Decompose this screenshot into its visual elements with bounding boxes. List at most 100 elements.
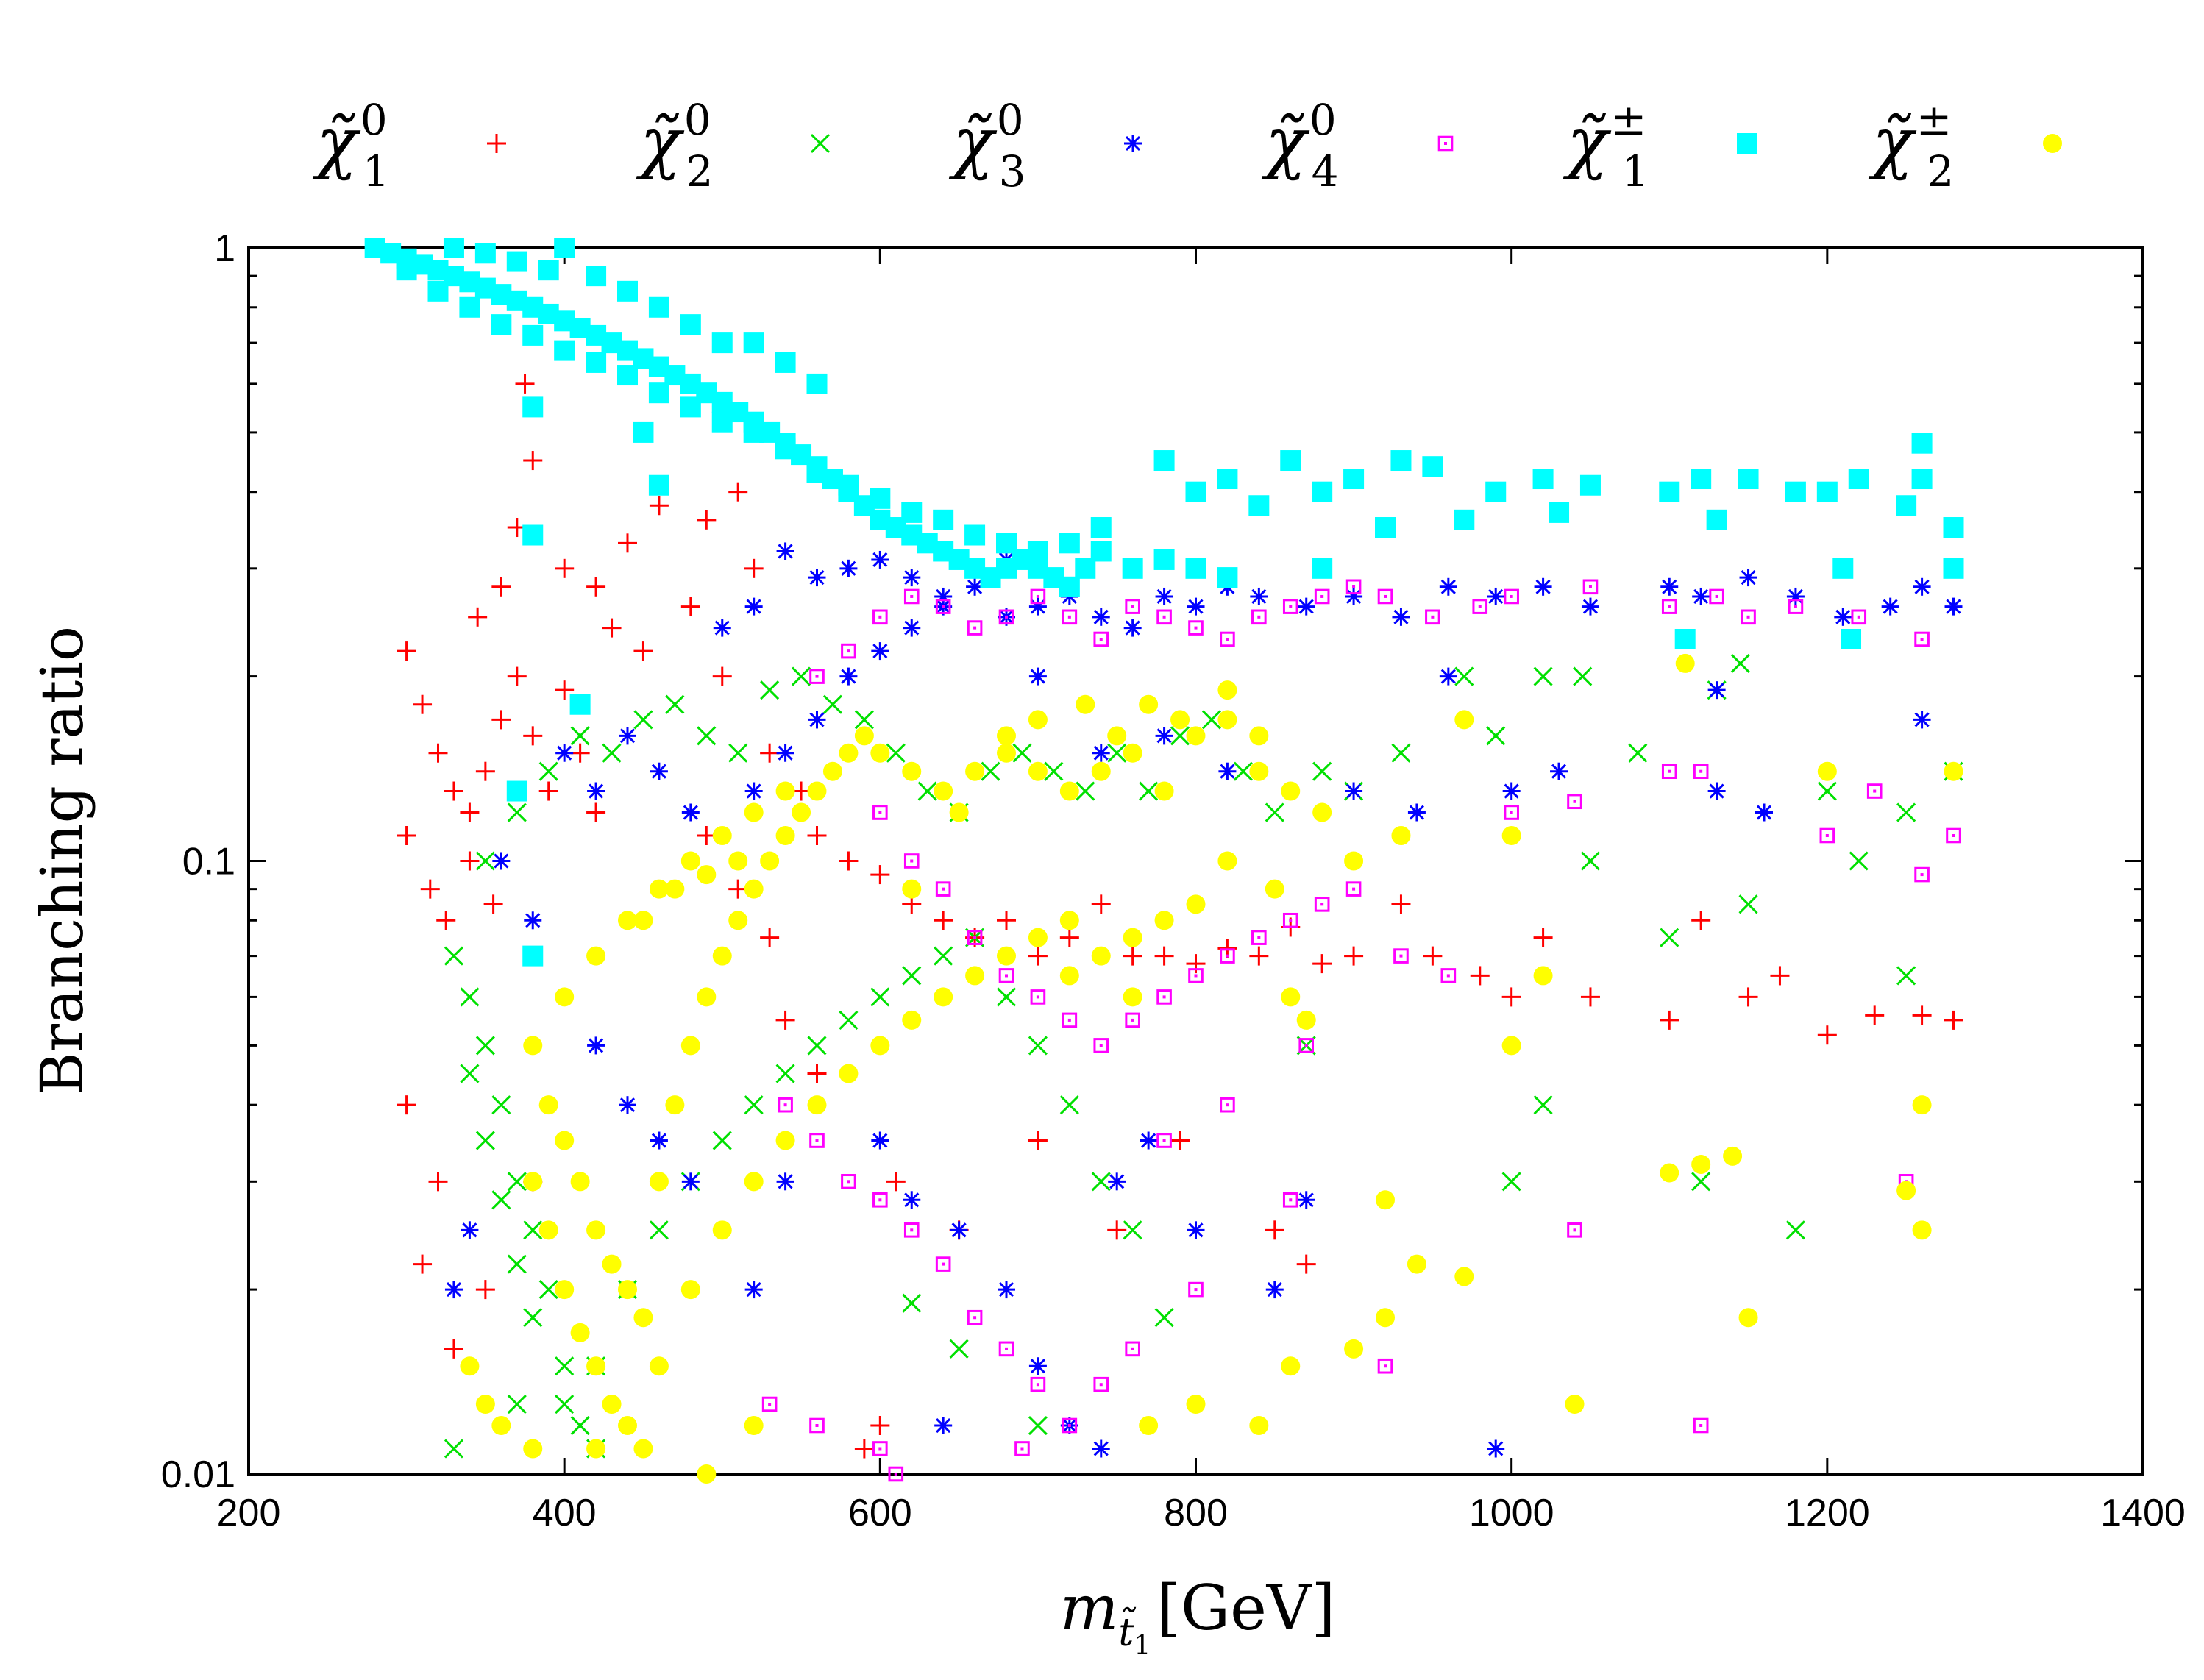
data-point bbox=[806, 373, 828, 394]
data-point bbox=[538, 1280, 558, 1300]
data-point bbox=[1201, 710, 1222, 730]
data-point bbox=[1123, 928, 1142, 947]
data-point bbox=[1027, 541, 1048, 562]
data-point bbox=[903, 1191, 921, 1209]
data-point bbox=[854, 726, 874, 746]
data-point bbox=[903, 588, 920, 605]
data-point bbox=[491, 1190, 511, 1210]
data-point bbox=[1834, 608, 1852, 626]
data-point bbox=[997, 911, 1016, 930]
data-point bbox=[1217, 710, 1237, 730]
data-point bbox=[587, 1036, 605, 1055]
data-point bbox=[460, 851, 480, 871]
data-point bbox=[1249, 761, 1269, 781]
data-point bbox=[427, 280, 449, 302]
data-point bbox=[1188, 1281, 1204, 1298]
data-point bbox=[633, 1308, 653, 1328]
data-point bbox=[460, 987, 480, 1007]
data-point bbox=[633, 911, 653, 930]
data-point bbox=[555, 1280, 575, 1300]
data-point bbox=[1218, 762, 1237, 780]
data-point bbox=[841, 643, 856, 659]
data-point bbox=[444, 946, 464, 966]
data-point bbox=[903, 1222, 920, 1238]
data-point bbox=[1785, 481, 1806, 502]
data-point bbox=[507, 802, 527, 822]
data-point bbox=[618, 533, 637, 553]
legend-label: χ̃0 2 bbox=[636, 95, 714, 196]
data-point bbox=[1091, 946, 1111, 966]
data-point bbox=[871, 550, 889, 569]
data-point bbox=[854, 1439, 874, 1459]
data-point bbox=[1504, 588, 1519, 605]
data-point bbox=[870, 1036, 890, 1056]
x-axis-title: mt̃1[GeV] bbox=[1060, 1572, 1336, 1661]
data-point bbox=[491, 577, 511, 597]
data-point bbox=[1154, 1308, 1174, 1328]
data-point bbox=[569, 694, 591, 715]
data-point bbox=[475, 851, 495, 871]
data-point bbox=[1691, 469, 1712, 490]
data-point bbox=[775, 352, 796, 373]
data-point bbox=[1156, 609, 1172, 625]
data-point bbox=[934, 781, 953, 801]
data-point bbox=[1501, 825, 1521, 845]
data-point bbox=[515, 374, 535, 394]
data-point bbox=[964, 524, 986, 546]
data-point bbox=[397, 825, 416, 845]
data-point bbox=[967, 930, 983, 945]
data-point bbox=[586, 802, 606, 822]
data-point bbox=[1723, 1146, 1743, 1166]
data-point bbox=[775, 781, 795, 801]
data-point bbox=[776, 1172, 794, 1191]
data-point bbox=[761, 1396, 778, 1412]
data-point bbox=[1281, 987, 1301, 1007]
data-point bbox=[618, 1280, 637, 1300]
data-point bbox=[775, 825, 795, 845]
data-point bbox=[1125, 1341, 1140, 1357]
data-point bbox=[1707, 681, 1726, 700]
data-points bbox=[364, 238, 1964, 1484]
data-point bbox=[555, 744, 574, 762]
data-point bbox=[555, 1131, 575, 1150]
data-point bbox=[744, 802, 764, 822]
data-point bbox=[1913, 711, 1931, 729]
data-point bbox=[838, 474, 859, 496]
data-point bbox=[1185, 481, 1206, 502]
data-point bbox=[1675, 653, 1695, 673]
data-point bbox=[697, 865, 717, 885]
data-point bbox=[570, 1323, 590, 1342]
data-point bbox=[555, 1356, 575, 1376]
data-point bbox=[1819, 827, 1835, 844]
data-point bbox=[1154, 946, 1174, 966]
data-point bbox=[1817, 781, 1837, 801]
data-point bbox=[902, 761, 922, 781]
data-point bbox=[1817, 1025, 1837, 1045]
data-point bbox=[617, 280, 638, 302]
data-point bbox=[1709, 588, 1724, 605]
series-6 bbox=[460, 653, 1963, 1484]
data-point bbox=[903, 619, 921, 637]
data-point bbox=[1504, 805, 1519, 820]
data-point bbox=[1217, 851, 1237, 871]
data-point bbox=[1580, 851, 1601, 871]
data-point bbox=[1440, 968, 1457, 983]
data-point bbox=[1345, 579, 1362, 595]
data-point bbox=[934, 946, 953, 966]
data-point bbox=[744, 1281, 763, 1299]
data-point bbox=[935, 1256, 951, 1272]
legend-label: χ̃0 3 bbox=[948, 95, 1026, 196]
data-point bbox=[1375, 517, 1396, 538]
data-point bbox=[474, 243, 496, 264]
data-point bbox=[1914, 866, 1930, 883]
data-point bbox=[1075, 558, 1096, 579]
data-point bbox=[1865, 1005, 1885, 1025]
data-point bbox=[475, 1131, 495, 1150]
data-point bbox=[483, 894, 503, 914]
data-point bbox=[555, 558, 575, 578]
data-point bbox=[602, 743, 622, 763]
data-point bbox=[1296, 1010, 1316, 1030]
data-point bbox=[839, 667, 858, 686]
data-point bbox=[1851, 609, 1867, 625]
data-point bbox=[807, 1036, 827, 1056]
